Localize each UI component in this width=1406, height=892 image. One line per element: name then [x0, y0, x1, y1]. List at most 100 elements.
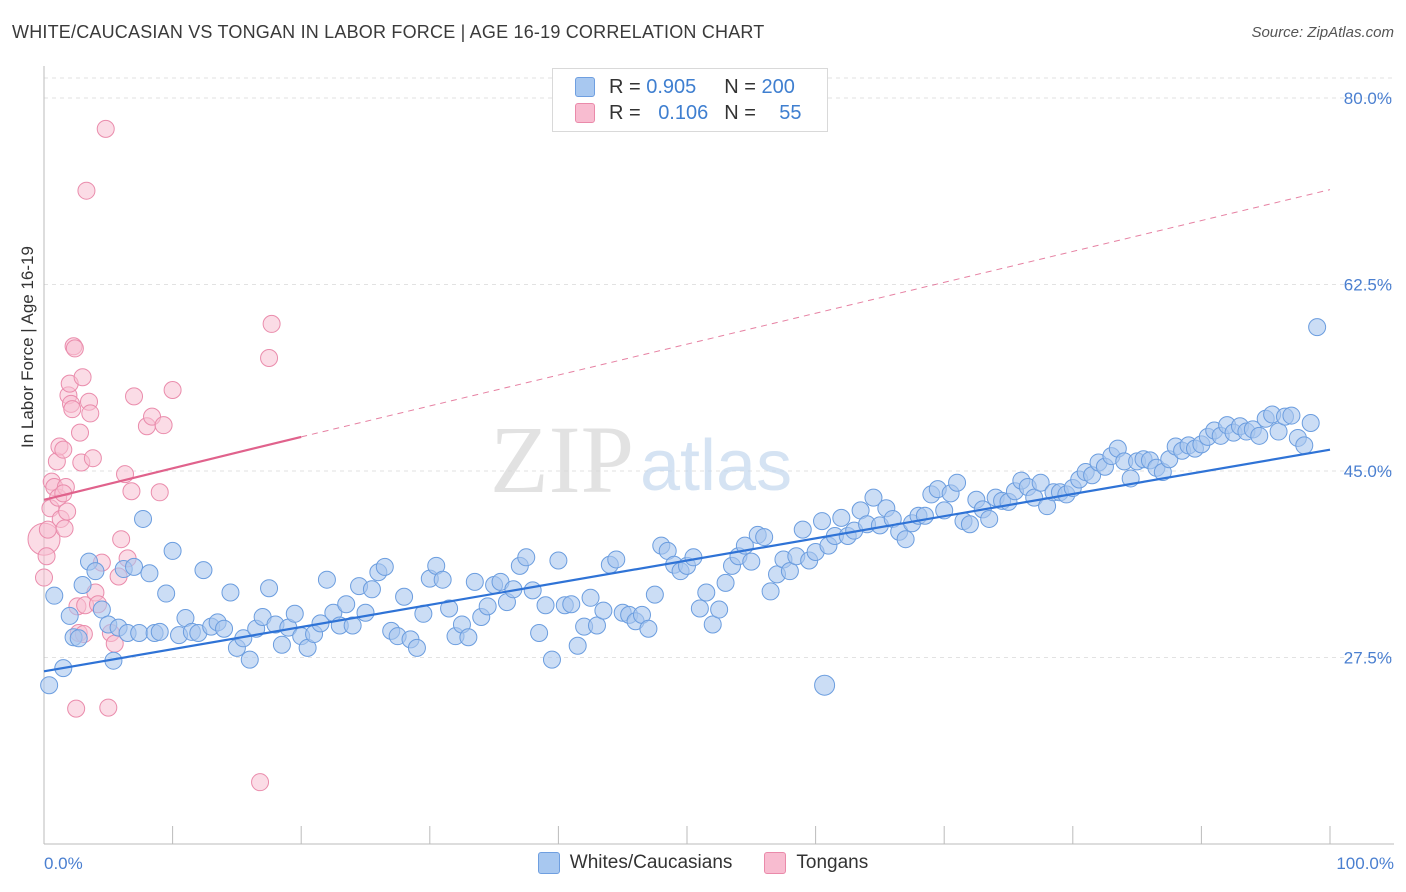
whites-point	[703, 615, 722, 634]
whites-point	[440, 599, 459, 618]
tongans-point	[260, 349, 279, 368]
whites-point	[536, 596, 555, 615]
whites-point	[697, 583, 716, 602]
legend-row-tongans: R = 0.106 N = 55	[575, 101, 802, 125]
whites-point	[240, 650, 259, 669]
whites-point	[780, 562, 799, 581]
whites-point	[317, 570, 336, 589]
whites-point	[587, 616, 606, 635]
whites-point	[1282, 406, 1301, 425]
tongans-point	[67, 699, 86, 718]
whites-point	[639, 619, 658, 638]
watermark: ZIP atlas	[490, 406, 792, 513]
whites-point	[607, 550, 626, 569]
watermark-atlas: atlas	[640, 426, 792, 506]
whites-point	[73, 576, 92, 595]
legend-swatch-whites	[537, 852, 560, 874]
tongans-point	[77, 181, 96, 200]
whites-point	[562, 595, 581, 614]
whites-point	[832, 508, 851, 527]
tongans-trend-dashed	[301, 189, 1331, 438]
y-tick-label: 80.0%	[1344, 89, 1392, 108]
whites-point	[523, 581, 542, 600]
y-tick-label: 62.5%	[1344, 275, 1392, 294]
whites-point	[433, 570, 452, 589]
whites-point	[40, 676, 59, 695]
tongans-point	[150, 483, 169, 502]
whites-point	[980, 509, 999, 528]
whites-point	[221, 583, 240, 602]
legend-label-whites: Whites/Caucasians	[569, 852, 733, 873]
whites-point	[814, 674, 836, 696]
y-axis-label: In Labor Force | Age 16-19	[18, 246, 37, 448]
whites-point	[710, 600, 729, 619]
whites-point	[194, 561, 213, 580]
x-tick-label: 0.0%	[44, 854, 83, 873]
tick-labels: 27.5% 45.0% 62.5% 80.0% 0.0% 100.0%	[44, 89, 1394, 873]
legend-swatch-tongans	[575, 103, 595, 123]
tongans-point	[65, 339, 84, 358]
legend-r-label: R =	[609, 101, 641, 124]
whites-point	[92, 600, 111, 619]
whites-point	[285, 604, 304, 623]
legend-n-label: N =	[724, 75, 756, 98]
whites-point	[465, 572, 484, 591]
whites-point	[915, 506, 934, 525]
tongans-point	[54, 440, 73, 459]
whites-point	[343, 616, 362, 635]
tongans-point	[96, 119, 115, 138]
stats-legend: R = 0.905 N = 200 R = 0.106 N = 55	[552, 68, 828, 132]
whites-point	[716, 573, 735, 592]
tongans-point	[83, 449, 102, 468]
tongans-point	[37, 547, 56, 566]
axes	[43, 66, 1394, 845]
legend-item-tongans[interactable]: Tongans	[764, 852, 868, 874]
whites-point	[337, 595, 356, 614]
whites-point	[150, 622, 169, 641]
tongans-point	[251, 773, 270, 792]
whites-point	[568, 636, 587, 655]
whites-point	[1269, 422, 1288, 441]
y-tick-label: 27.5%	[1344, 648, 1392, 667]
whites-point	[742, 552, 761, 571]
whites-point	[215, 619, 234, 638]
whites-point	[530, 623, 549, 642]
whites-point	[960, 515, 979, 534]
whites-point	[549, 551, 568, 570]
legend-row-whites: R = 0.905 N = 200	[575, 75, 795, 99]
legend-r-label: R =	[609, 75, 641, 98]
watermark-zip: ZIP	[490, 406, 634, 513]
tongans-point	[125, 387, 144, 406]
y-tick-label: 45.0%	[1344, 462, 1392, 481]
whites-point	[948, 473, 967, 492]
tongans-point	[112, 530, 131, 549]
tongans-trend-line	[43, 435, 302, 501]
legend-swatch-whites	[575, 77, 595, 97]
whites-point	[1295, 436, 1314, 455]
whites-points	[40, 318, 1327, 696]
tongans-point	[163, 380, 182, 399]
legend-n-value-whites: 200	[761, 75, 795, 98]
whites-point	[45, 586, 64, 605]
whites-point	[362, 580, 381, 599]
legend-label-tongans: Tongans	[796, 852, 869, 873]
whites-point	[690, 599, 709, 618]
trend-lines	[43, 189, 1331, 673]
tongans-point	[63, 400, 82, 419]
tongans-point	[122, 482, 141, 501]
whites-point	[134, 509, 153, 528]
tongans-point	[262, 314, 281, 333]
whites-point	[375, 557, 394, 576]
whites-point	[864, 488, 883, 507]
whites-point	[793, 520, 812, 539]
whites-point	[125, 557, 144, 576]
series-legend: Whites/Caucasians Tongans	[0, 852, 1406, 874]
whites-trend-line	[43, 448, 1331, 673]
whites-point	[1250, 426, 1269, 445]
whites-point	[395, 587, 414, 606]
legend-item-whites[interactable]: Whites/Caucasians	[537, 852, 733, 874]
whites-point	[407, 638, 426, 657]
whites-point	[517, 548, 536, 567]
legend-r-value-whites: 0.905	[646, 75, 697, 98]
